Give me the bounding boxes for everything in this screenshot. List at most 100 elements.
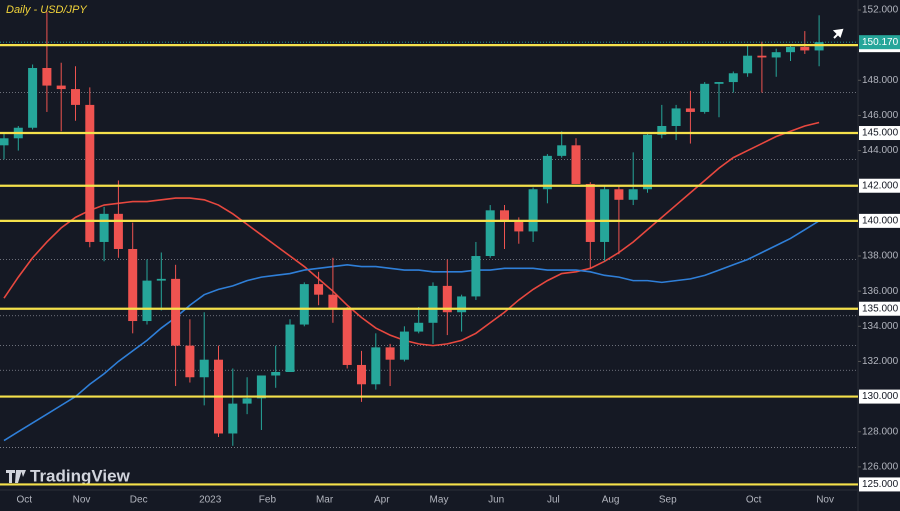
x-tick-label: May bbox=[430, 495, 449, 506]
x-tick-label: Oct bbox=[746, 495, 762, 506]
candle-body bbox=[685, 108, 695, 112]
candle-body bbox=[714, 82, 724, 84]
x-tick-label: Dec bbox=[130, 495, 148, 506]
level-label: 135.000 bbox=[862, 303, 899, 314]
candle-body bbox=[228, 403, 238, 434]
plot bbox=[0, 11, 858, 448]
last-price-label: 150.170 bbox=[862, 37, 899, 48]
level-label: 142.000 bbox=[862, 180, 899, 191]
logo bbox=[6, 470, 26, 483]
candle-body bbox=[399, 331, 409, 360]
candle-body bbox=[528, 189, 538, 232]
x-tick-label: Sep bbox=[659, 495, 677, 506]
candle-body bbox=[285, 324, 295, 372]
watermark: TradingView bbox=[30, 466, 131, 485]
candle-body bbox=[314, 284, 324, 295]
candle-body bbox=[557, 145, 567, 156]
candle-body bbox=[500, 210, 509, 221]
y-tick-label: 132.000 bbox=[862, 356, 899, 367]
y-tick-label: 144.000 bbox=[862, 145, 899, 156]
level-label-box bbox=[859, 126, 900, 141]
candle-body bbox=[800, 46, 810, 51]
candle-body bbox=[156, 278, 166, 281]
moving-average bbox=[3, 220, 820, 442]
candle-body bbox=[743, 55, 753, 74]
x-tick-label: Apr bbox=[374, 495, 390, 506]
chart-title: Daily - USD/JPY bbox=[6, 4, 87, 16]
x-tick-label: Oct bbox=[17, 495, 33, 506]
candle-body bbox=[199, 359, 209, 378]
candle-body bbox=[657, 125, 667, 135]
candle-body bbox=[256, 375, 266, 399]
candle-body bbox=[700, 83, 710, 112]
x-tick-label: Nov bbox=[816, 495, 834, 506]
candle-body bbox=[671, 108, 681, 126]
y-tick-label: 134.000 bbox=[862, 321, 899, 332]
y-tick-label: 128.000 bbox=[862, 426, 899, 437]
candle-body bbox=[600, 189, 610, 242]
candle-body bbox=[628, 189, 638, 200]
level-label-box bbox=[859, 178, 900, 193]
candle-body bbox=[99, 213, 109, 242]
x-tick-label: Jul bbox=[547, 495, 560, 506]
y-tick-label: 152.000 bbox=[862, 5, 899, 16]
candle-body bbox=[571, 145, 581, 184]
candle-body bbox=[0, 138, 9, 146]
level-label-box bbox=[859, 213, 900, 228]
y-tick-label: 148.000 bbox=[862, 75, 899, 86]
arrow-annotation bbox=[832, 28, 844, 39]
candle-body bbox=[185, 345, 195, 378]
candle-body bbox=[128, 248, 138, 322]
x-tick-label: Jun bbox=[488, 495, 504, 506]
candle-body bbox=[428, 285, 438, 323]
candle-body bbox=[328, 294, 338, 309]
level-label-box bbox=[859, 477, 900, 492]
candle-body bbox=[771, 52, 781, 58]
candle-body bbox=[85, 104, 95, 242]
candle-body bbox=[42, 68, 52, 86]
level-label: 125.000 bbox=[862, 479, 899, 490]
level-label: 145.000 bbox=[862, 128, 899, 139]
candle-body bbox=[457, 296, 467, 313]
y-tick-label: 146.000 bbox=[862, 110, 899, 121]
candle-body bbox=[614, 189, 624, 200]
candle-body bbox=[442, 285, 452, 313]
y-tick-label: 136.000 bbox=[862, 286, 899, 297]
candle-body bbox=[814, 42, 824, 51]
candle-body bbox=[414, 322, 424, 332]
level-label-box bbox=[859, 389, 900, 404]
candle-body bbox=[71, 89, 80, 105]
y-tick-label: 138.000 bbox=[862, 251, 899, 262]
x-tick-label: Mar bbox=[316, 495, 334, 506]
last-price-box bbox=[859, 35, 900, 50]
candle-body bbox=[542, 155, 552, 190]
candle-body bbox=[357, 364, 366, 385]
candle-body bbox=[385, 347, 395, 360]
moving-average bbox=[3, 121, 820, 347]
candle-body bbox=[371, 347, 381, 385]
y-tick-label: 126.000 bbox=[862, 462, 899, 473]
x-tick-label: 2023 bbox=[199, 495, 222, 506]
candle-body bbox=[242, 398, 252, 404]
candle-body bbox=[728, 73, 738, 83]
candle-body bbox=[299, 284, 309, 325]
x-tick-label: Aug bbox=[602, 495, 620, 506]
candle-body bbox=[113, 213, 123, 249]
candle-body bbox=[471, 256, 481, 297]
candle-body bbox=[786, 46, 795, 53]
candle-body bbox=[757, 55, 767, 58]
candle-body bbox=[585, 183, 595, 242]
candle-body bbox=[28, 68, 38, 128]
candle-body bbox=[342, 308, 352, 365]
level-label: 140.000 bbox=[862, 216, 899, 227]
candle-body bbox=[56, 85, 66, 90]
candle-body bbox=[142, 280, 152, 322]
x-tick-label: Nov bbox=[73, 495, 91, 506]
candle-body bbox=[514, 220, 524, 232]
x-tick-label: Feb bbox=[259, 495, 277, 506]
candle-body bbox=[171, 278, 181, 346]
level-label-box bbox=[859, 301, 900, 316]
candle-body bbox=[271, 371, 281, 376]
